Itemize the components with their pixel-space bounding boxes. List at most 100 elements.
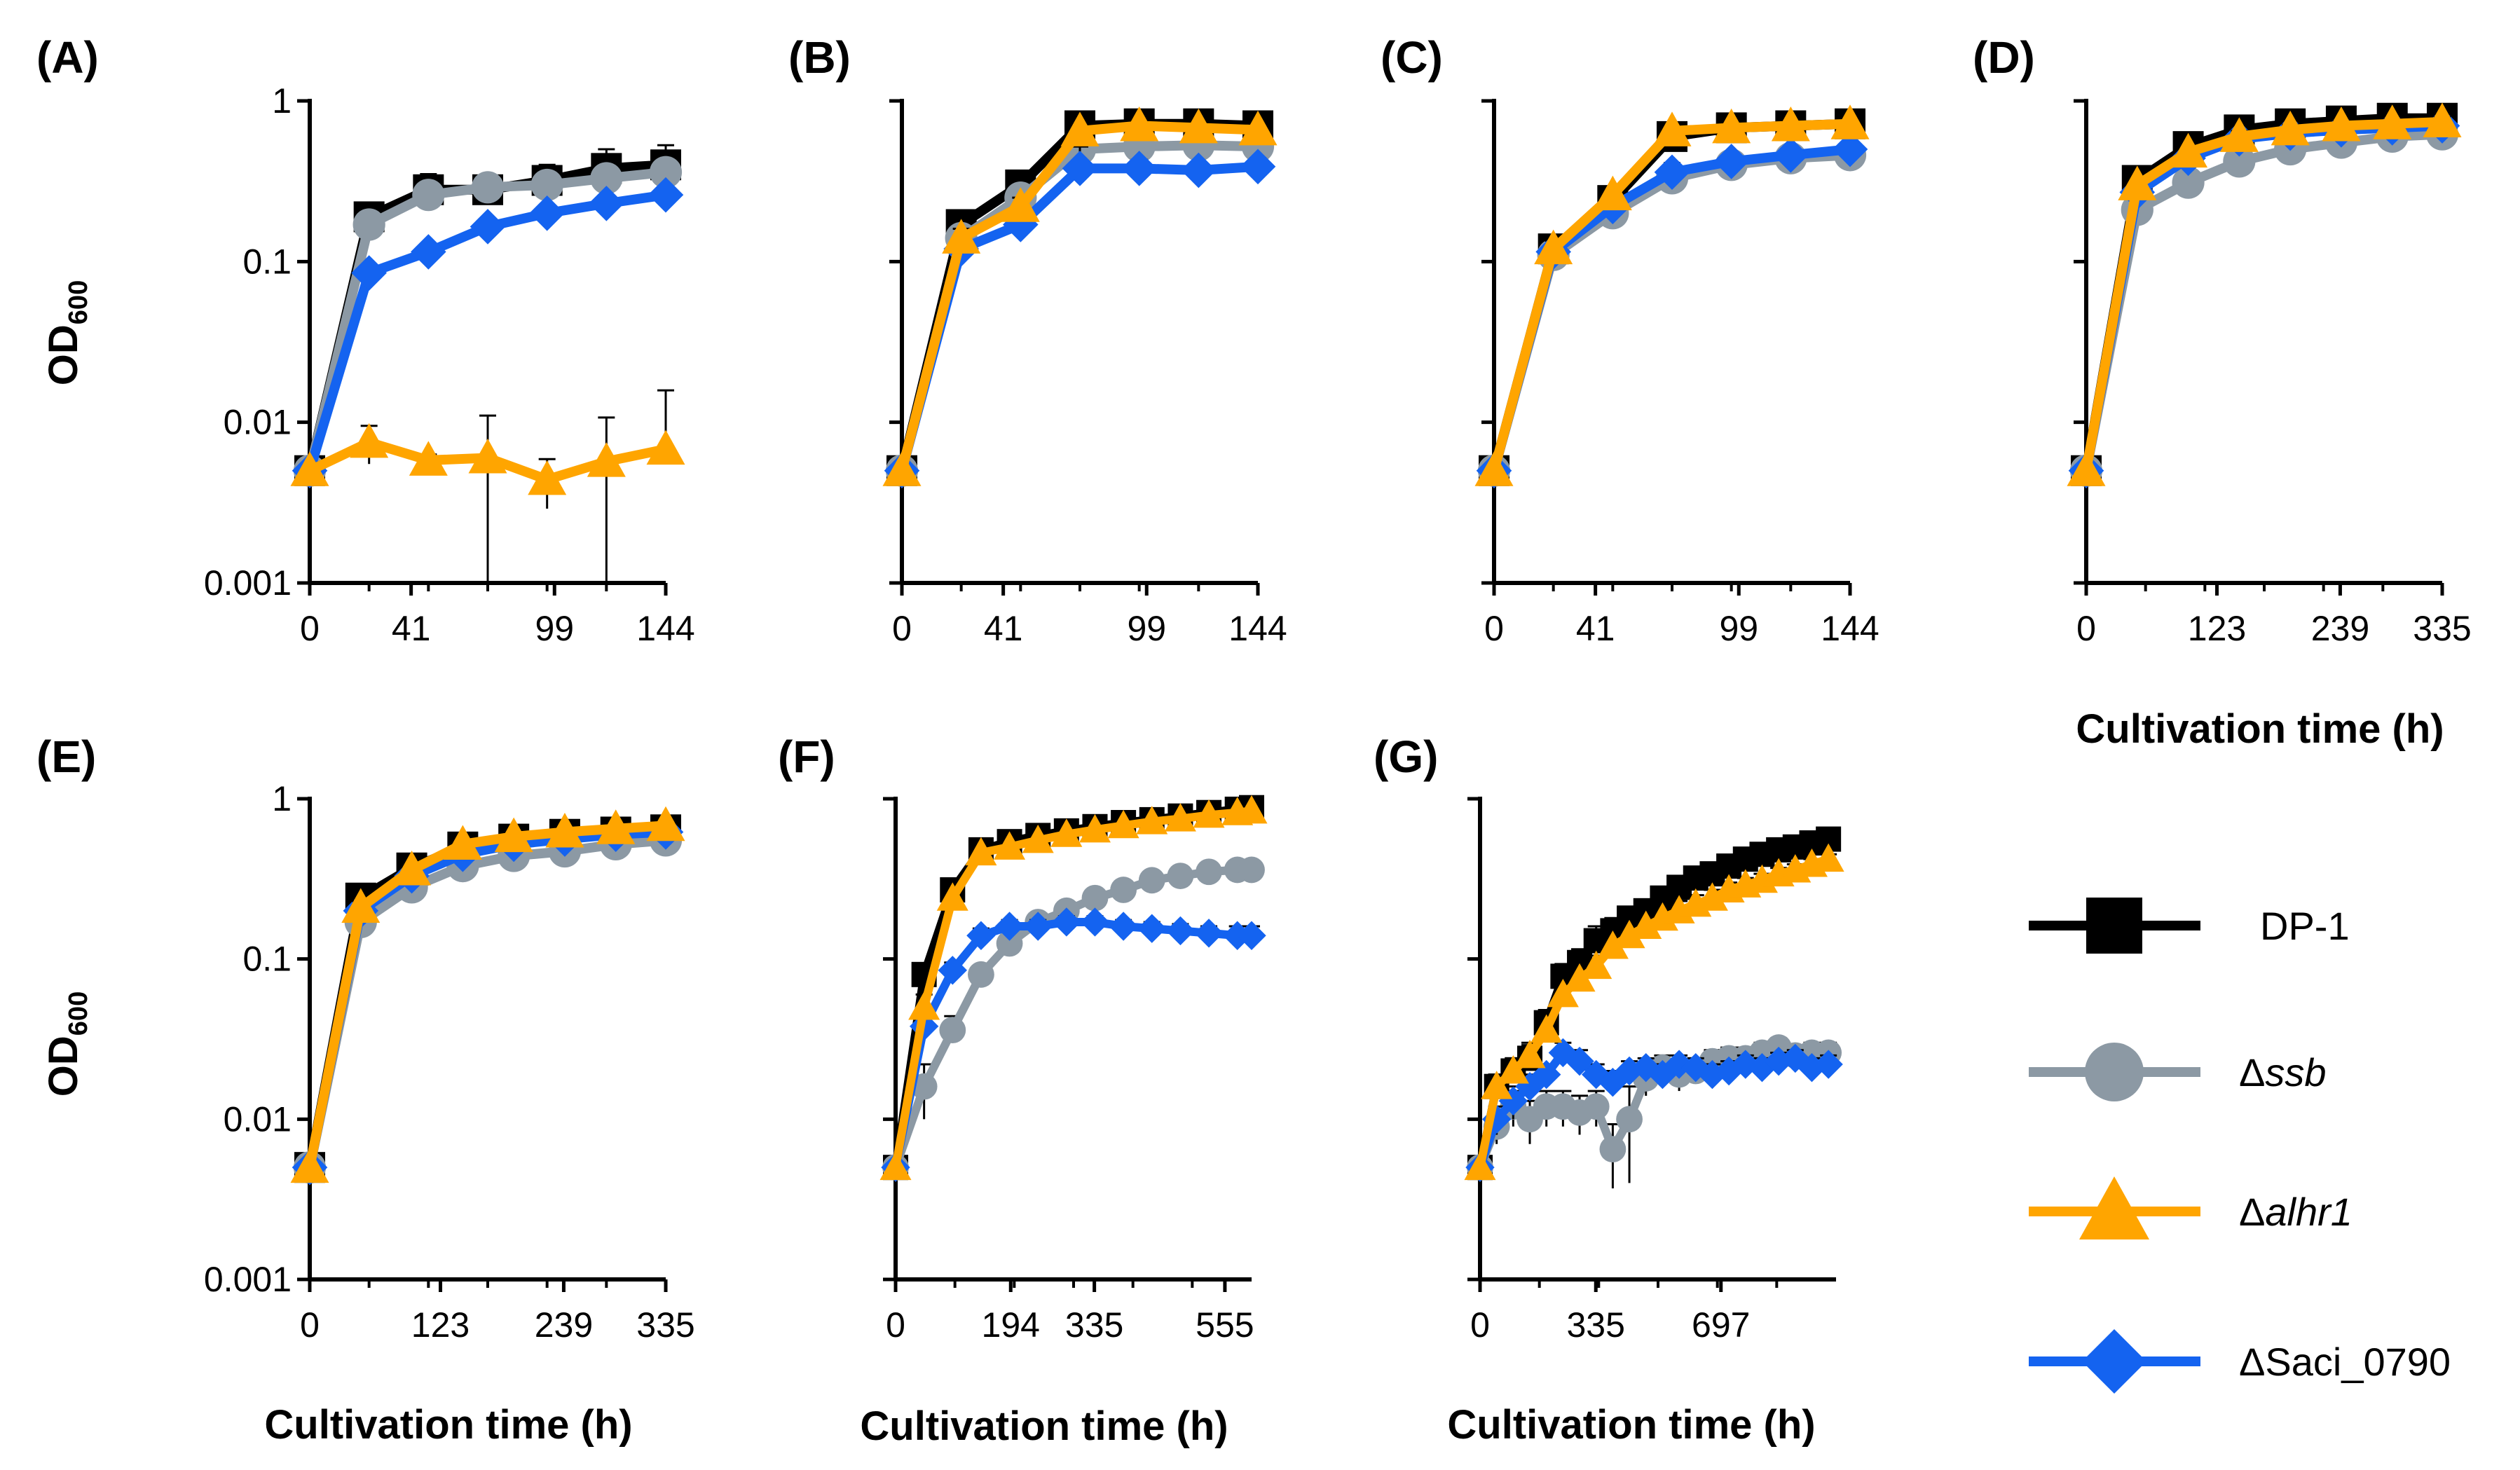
data-point — [2219, 117, 2259, 152]
data-point — [942, 219, 981, 254]
data-point — [2169, 132, 2208, 168]
panel-letter: (F) — [778, 731, 835, 782]
legend-marker — [2079, 1176, 2149, 1239]
series-alhr1 — [879, 795, 1268, 1181]
data-point — [879, 1151, 912, 1181]
legend-label: ΔSaci_0790 — [2239, 1340, 2451, 1384]
data-point — [1194, 919, 1224, 948]
data-point — [1062, 151, 1098, 186]
data-point — [1235, 795, 1268, 824]
series-line — [305, 820, 666, 1169]
legend-item-saci: ΔSaci_0790 — [2029, 1329, 2451, 1394]
data-point — [994, 831, 1026, 860]
series-line — [897, 140, 1259, 472]
data-point — [1830, 104, 1870, 139]
x-tick-label: 144 — [1821, 609, 1879, 648]
data-point — [1631, 1052, 1661, 1083]
data-point — [908, 991, 940, 1020]
chart-panel-c: (C) 0 41 99 144 — [1381, 32, 1879, 648]
x-tick-label: 335 — [1065, 1305, 1123, 1345]
data-point — [1547, 978, 1579, 1008]
y-axis-label: OD600 — [41, 991, 93, 1097]
data-point — [994, 912, 1025, 941]
x-tick-label: 144 — [1228, 609, 1287, 648]
data-point — [1534, 229, 1573, 265]
data-point — [1179, 108, 1218, 144]
x-tick-label: 99 — [535, 609, 574, 648]
data-point — [1001, 187, 1040, 222]
y-tick-label: 1 — [272, 779, 292, 818]
data-point — [1713, 144, 1749, 179]
data-point — [1497, 1055, 1529, 1084]
x-tick-label: 335 — [2413, 609, 2471, 648]
panel-letter: (A) — [36, 32, 99, 83]
series-ssb — [882, 856, 1265, 1181]
data-point — [996, 930, 1023, 957]
data-point — [1136, 806, 1168, 834]
series-line — [1489, 144, 1851, 472]
series-alhr1 — [1474, 104, 1870, 486]
legend-label: Δalhr1 — [2239, 1190, 2353, 1234]
data-point — [1240, 149, 1276, 185]
data-point — [1137, 914, 1167, 943]
data-point — [1080, 907, 1110, 937]
data-point — [882, 451, 922, 486]
data-point — [1580, 950, 1612, 980]
data-point — [409, 441, 448, 476]
data-point — [2271, 110, 2310, 146]
legend-marker — [2086, 898, 2142, 954]
x-tick-label: 0 — [300, 1305, 320, 1345]
y-tick-label: 0.001 — [204, 563, 292, 603]
data-point — [1164, 803, 1196, 832]
data-point — [1109, 912, 1138, 941]
data-point — [1563, 963, 1596, 992]
series-alhr1 — [882, 107, 1278, 486]
data-point — [1052, 907, 1081, 937]
x-tick-label: 0 — [1484, 609, 1504, 648]
data-point — [1613, 919, 1645, 949]
data-point — [1165, 916, 1196, 946]
data-point — [965, 837, 997, 866]
data-point — [649, 156, 683, 188]
data-point — [1023, 912, 1053, 941]
data-point — [341, 888, 381, 923]
data-point — [1616, 1106, 1643, 1133]
x-tick-label: 0 — [1470, 1305, 1490, 1345]
data-point — [468, 439, 507, 474]
y-axis-label: OD600 — [41, 280, 93, 385]
data-point — [590, 162, 623, 195]
data-point — [351, 255, 387, 291]
data-point — [2067, 451, 2106, 486]
data-point — [494, 817, 533, 853]
data-point — [2423, 102, 2462, 137]
data-point — [968, 961, 994, 988]
x-axis-label: Cultivation time (h) — [1447, 1402, 1815, 1448]
y-tick-label: 0.01 — [224, 1099, 292, 1139]
data-point — [2373, 104, 2412, 139]
data-point — [1138, 867, 1165, 894]
series-ssb — [293, 824, 683, 1184]
data-point — [352, 208, 385, 241]
legend-item-alhr1: Δalhr1 — [2029, 1176, 2353, 1239]
data-point — [1654, 154, 1690, 191]
x-tick-label: 0 — [300, 609, 320, 648]
x-tick-label: 0 — [2076, 609, 2096, 648]
data-point — [1120, 107, 1159, 142]
data-point — [1712, 108, 1751, 144]
x-tick-label: 335 — [636, 1305, 694, 1345]
data-point — [529, 195, 565, 231]
x-tick-label: 239 — [2311, 609, 2369, 648]
series-line — [1489, 150, 1851, 472]
panel-letter: (C) — [1381, 32, 1443, 83]
data-point — [1238, 110, 1278, 146]
chart-panel-b: (B) 0 41 99 144 — [788, 32, 1287, 648]
x-tick-label: 0 — [892, 609, 912, 648]
y-tick-label: 0.1 — [242, 940, 292, 979]
data-point — [936, 882, 968, 911]
data-point — [1110, 877, 1137, 903]
series-saci-0790 — [292, 814, 684, 1186]
x-tick-label: 41 — [392, 609, 431, 648]
x-tick-label: 41 — [984, 609, 1023, 648]
